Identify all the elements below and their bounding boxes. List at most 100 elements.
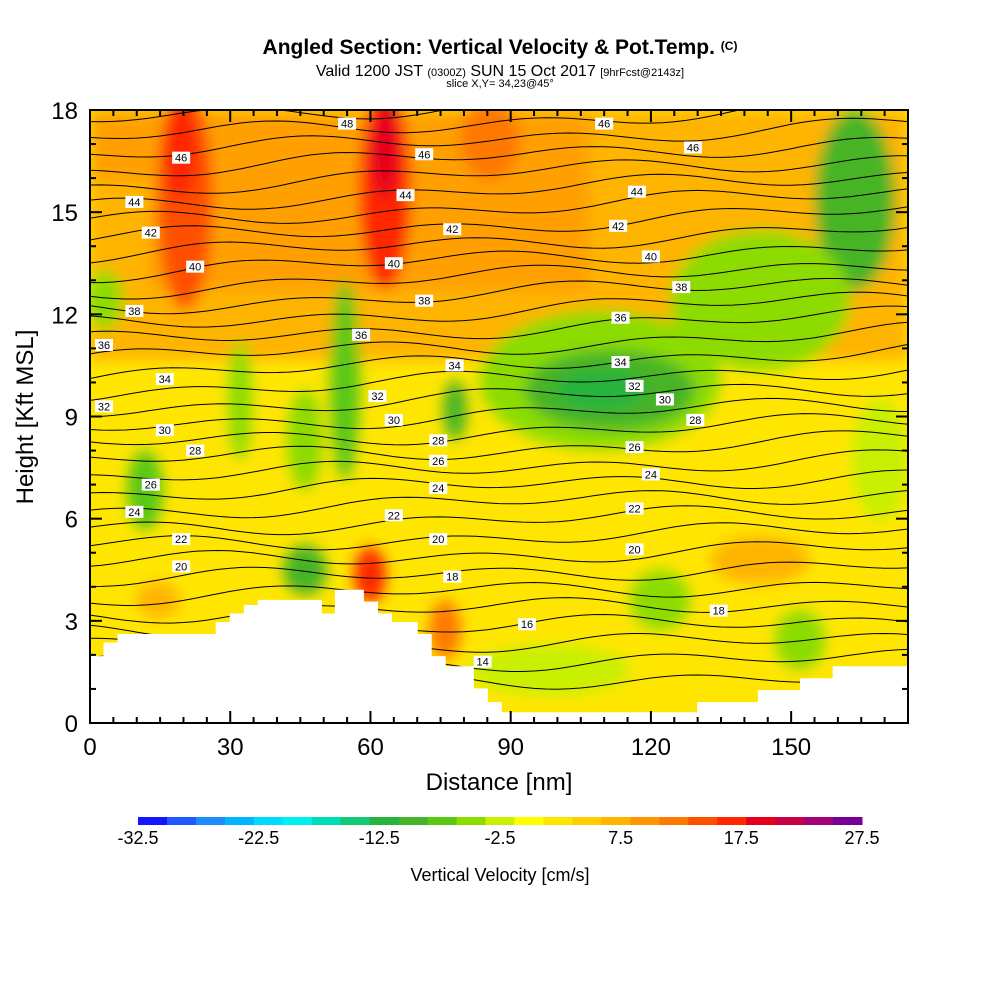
isentrope-label-bg <box>443 570 462 583</box>
colorbar-swatch <box>195 817 226 825</box>
isentrope-label-bg <box>518 618 537 631</box>
x-tick-label: 60 <box>357 734 384 761</box>
isentrope-label: 40 <box>388 258 400 270</box>
colorbar-swatch <box>253 817 284 825</box>
colorbar-tick-label: -22.5 <box>238 828 279 848</box>
colorbar-swatch <box>746 817 776 825</box>
isentrope-label-bg <box>384 413 403 426</box>
isentrope-label: 34 <box>448 360 460 372</box>
isentrope-label-bg <box>186 260 205 273</box>
isentrope-label: 22 <box>175 534 187 546</box>
isentrope-line <box>90 155 908 194</box>
isentrope-label: 16 <box>521 619 533 631</box>
isentrope-label: 46 <box>687 142 699 154</box>
valid-time: Valid 1200 JST <box>315 63 423 80</box>
colorbar-swatch <box>427 817 458 825</box>
field-red-low <box>354 547 386 603</box>
x-tick-label: 120 <box>631 734 671 761</box>
y-tick-label: 3 <box>65 609 78 636</box>
isentrope-label: 18 <box>446 572 458 584</box>
isentrope-label: 36 <box>614 313 626 325</box>
isentrope-label-bg <box>429 533 448 546</box>
isentrope-label-bg <box>172 533 191 546</box>
colorbar-swatch <box>311 817 342 825</box>
field-orange-low-3 <box>710 536 810 584</box>
chart-title-text: Angled Section: Vertical Velocity & Pot.… <box>262 36 715 59</box>
forecast-tag: [9hrFcst@2143z] <box>600 67 685 79</box>
isentrope-label: 34 <box>159 374 171 386</box>
x-axis: 0 30 60 90 120 150 <box>83 734 811 761</box>
isentrope-label: 34 <box>614 357 626 369</box>
x-tick-label: 90 <box>497 734 524 761</box>
isentrope-label-bg <box>625 543 644 556</box>
isentrope-line <box>90 561 908 587</box>
field-orange-low-2 <box>136 582 180 618</box>
isentrope-label-bg <box>155 424 174 437</box>
isentrope-line <box>90 278 908 315</box>
isentrope-line <box>90 505 908 536</box>
isentrope-label: 20 <box>175 561 187 573</box>
field-orange-low-1 <box>429 600 461 660</box>
isentrope-label-bg <box>627 185 646 198</box>
y-axis: 0 3 6 9 12 15 18 <box>51 98 78 738</box>
colorbar-swatch <box>659 817 689 825</box>
isentrope-label-bg <box>368 390 387 403</box>
isentrope-line <box>90 110 742 140</box>
isentrope-line <box>90 263 908 300</box>
isentrope-label: 24 <box>432 483 444 495</box>
isentrope-label: 44 <box>128 197 140 209</box>
isentrope-label: 14 <box>477 657 489 669</box>
isentrope-label: 30 <box>388 415 400 427</box>
chart-title-units: (C) <box>720 39 738 53</box>
isentrope-label: 40 <box>189 262 201 274</box>
isentrope-label-bg <box>384 509 403 522</box>
isentrope-line <box>90 117 908 158</box>
isentrope-label: 30 <box>659 394 671 406</box>
field-green-center-deep <box>555 370 645 410</box>
isentrope-lines <box>90 110 908 690</box>
plot-area: 48 46 46 46 46 44 44 44 42 42 42 40 40 40 38 38 38 36 36 36… <box>89 109 909 724</box>
isentrope-label: 26 <box>145 480 157 492</box>
isentrope-label: 40 <box>645 251 657 263</box>
isentrope-line <box>90 522 908 551</box>
isentrope-label-bg <box>429 482 448 495</box>
slice-info: slice X,Y= 34,23@45° <box>446 78 554 90</box>
isentrope-label-bg <box>95 338 114 351</box>
isentrope-label-bg <box>672 281 691 294</box>
colorbar-tick-label: 27.5 <box>844 828 879 848</box>
isentrope-label: 32 <box>371 391 383 403</box>
y-axis-label: Height [Kft MSL] <box>12 330 39 505</box>
y-tick-label: 12 <box>51 302 78 329</box>
field-green-lower-right <box>852 400 908 520</box>
isentrope-label-bg <box>709 604 728 617</box>
field-green-right-top <box>815 110 895 290</box>
field-green-low-3 <box>775 610 825 670</box>
isentrope-label-bg <box>429 454 448 467</box>
isentrope-line <box>90 343 908 379</box>
isentrope-label: 22 <box>628 503 640 515</box>
colorbar-swatch <box>833 817 863 825</box>
isentrope-label: 30 <box>159 425 171 437</box>
isentrope-label-bg <box>415 148 434 161</box>
isentrope-label: 36 <box>355 330 367 342</box>
isentrope-label-bg <box>141 478 160 491</box>
field-green-right-band <box>670 230 850 370</box>
isentrope-line <box>90 597 908 624</box>
isentrope-line <box>90 227 908 264</box>
isentrope-line <box>90 245 908 284</box>
chart-title: Angled Section: Vertical Velocity & Pot.… <box>0 36 1000 60</box>
isentrope-label: 42 <box>446 224 458 236</box>
colorbar-swatch <box>340 817 371 825</box>
isentrope-label-bg <box>443 223 462 236</box>
field-green-low-1 <box>283 545 327 595</box>
isentrope-label: 48 <box>341 119 353 131</box>
x-axis-label: Distance [nm] <box>426 769 573 796</box>
x-tick-label: 30 <box>217 734 244 761</box>
isentrope-label: 44 <box>399 190 411 202</box>
isentrope-label-bg <box>384 257 403 270</box>
colorbar-tick-labels: -32.5 -22.5 -12.5 -2.5 7.5 17.5 27.5 <box>117 828 879 848</box>
field-green-left-column <box>228 340 252 460</box>
isentrope-label-bg <box>141 226 160 239</box>
isentrope-label: 22 <box>388 510 400 522</box>
isentrope-label-bg <box>396 189 415 202</box>
